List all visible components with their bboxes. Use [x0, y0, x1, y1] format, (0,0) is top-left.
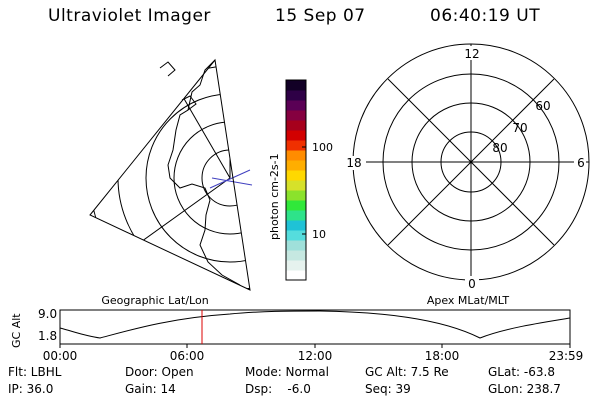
colorbar-cell	[286, 220, 306, 231]
timeline-ytick: 1.8	[38, 329, 57, 343]
lat-label-70: 70	[512, 121, 527, 135]
colorbar-cell	[286, 270, 306, 281]
glon-info: GLon: 238.7	[488, 382, 561, 396]
label-bg	[344, 156, 366, 170]
timeline-xtick: 00:00	[43, 349, 78, 363]
label-bg	[574, 156, 586, 170]
timeline-xtick: 12:00	[298, 349, 333, 363]
colorbar-cell	[286, 260, 306, 271]
coastline	[167, 59, 241, 286]
colorbar-label: photon cm-2s-1	[268, 153, 281, 240]
colorbar-cell	[286, 240, 306, 251]
colorbar-cell	[286, 190, 306, 201]
colorbar-cell	[286, 180, 306, 191]
altitude-timeline: 9.0 1.8 GC Alt 00:00 06:00 12:00 18:00 2…	[10, 307, 583, 363]
timeline-xtick: 23:59	[549, 349, 584, 363]
label-bg	[465, 276, 479, 290]
geographic-label: Geographic Lat/Lon	[101, 294, 208, 307]
colorbar-cell	[286, 130, 306, 141]
mlt-label-12: 12	[464, 47, 479, 61]
colorbar-cell	[286, 160, 306, 171]
polar-plot	[352, 43, 590, 281]
image-boundary	[89, 58, 251, 291]
colorbar-cell	[286, 150, 306, 161]
meridian-line	[90, 177, 231, 290]
colorbar-cell	[286, 100, 306, 111]
mode-info: Mode: Normal	[245, 365, 329, 379]
polar-axis	[387, 78, 555, 246]
door-info: Door: Open	[125, 365, 194, 379]
timeline-xtick: 06:00	[170, 349, 205, 363]
colorbar-frame	[285, 79, 307, 281]
coastline	[181, 95, 197, 111]
satellite-track-line	[211, 177, 253, 186]
time-label: 06:40:19 UT	[430, 6, 541, 26]
satellite-track-line	[209, 169, 251, 189]
colorbar-cell	[286, 90, 306, 101]
colorbar: 100 10 photon cm-2s-1	[268, 79, 333, 281]
altitude-curve	[59, 310, 571, 339]
colorbar-cell	[286, 170, 306, 181]
mlt-label-18: 18	[346, 156, 361, 170]
timeline-ylabel: GC Alt	[10, 313, 23, 348]
gain-info: Gain: 14	[125, 382, 176, 396]
seq-info: Seq: 39	[365, 382, 411, 396]
filter-info: Flt: LBHL	[8, 365, 62, 379]
date-label: 15 Sep 07	[275, 6, 366, 26]
colorbar-cell	[286, 110, 306, 121]
label-bg	[465, 46, 479, 60]
colorbar-tick-label: 100	[312, 141, 333, 154]
gc-alt-info: GC Alt: 7.5 Re	[365, 365, 449, 379]
timeline-xtick: 18:00	[425, 349, 460, 363]
mlt-label-6: 6	[577, 156, 585, 170]
colorbar-cells	[286, 80, 306, 281]
apex-label: Apex MLat/MLT	[427, 294, 510, 307]
colorbar-cell	[286, 120, 306, 131]
glat-info: GLat: -63.8	[488, 365, 555, 379]
colorbar-cell	[286, 80, 306, 91]
coastline	[159, 61, 176, 77]
timeline-ytick: 9.0	[38, 307, 57, 321]
colorbar-cell	[286, 200, 306, 211]
lat-label-60: 60	[535, 99, 550, 113]
mlt-label-0: 0	[468, 277, 476, 291]
colorbar-cell	[286, 210, 306, 221]
colorbar-cell	[286, 230, 306, 241]
colorbar-cell	[286, 140, 306, 151]
timeline-frame	[59, 309, 571, 345]
ip-info: IP: 36.0	[8, 382, 54, 396]
app-title: Ultraviolet Imager	[48, 6, 211, 26]
colorbar-tick-label: 10	[312, 228, 326, 241]
colorbar-cell	[286, 250, 306, 261]
dsp-info: Dsp: -6.0	[245, 382, 311, 396]
lat-label-80: 80	[492, 141, 507, 155]
